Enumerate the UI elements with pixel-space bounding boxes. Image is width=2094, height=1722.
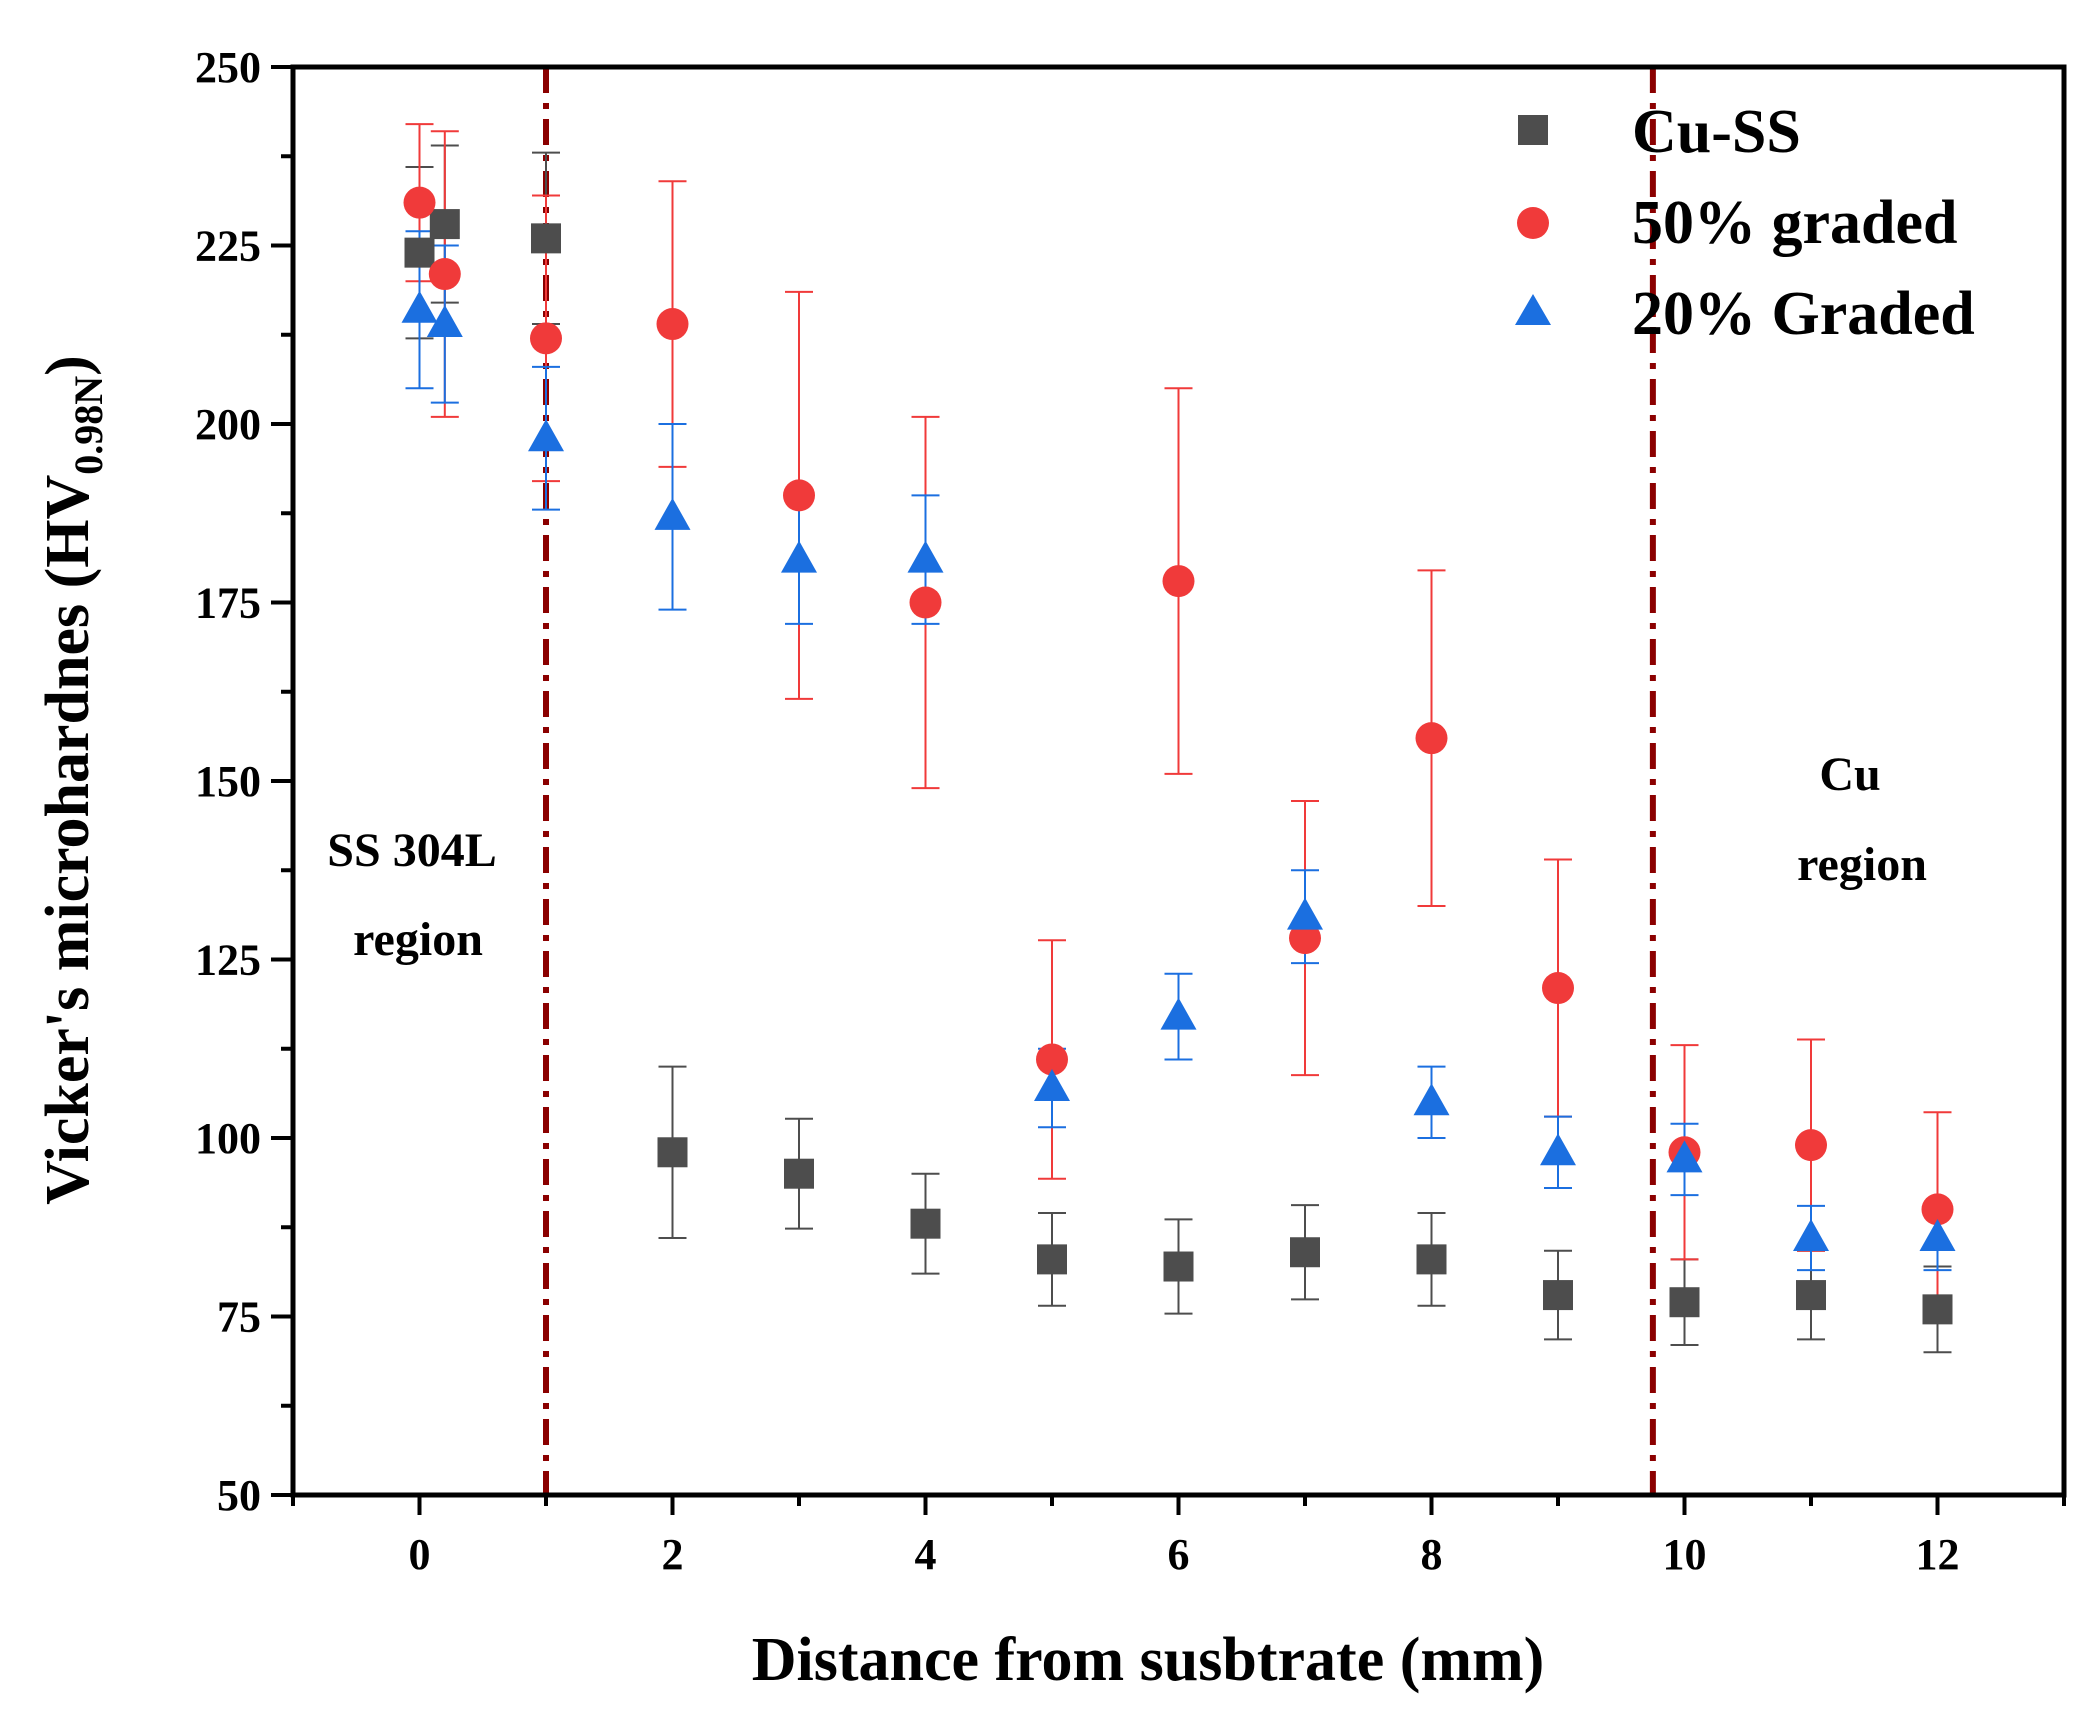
point-50-graded bbox=[1289, 922, 1321, 955]
point-20-graded bbox=[907, 540, 944, 573]
y-tick-label: 75 bbox=[217, 1293, 261, 1342]
y-axis-title-close: ) bbox=[34, 355, 102, 376]
point-20-graded bbox=[1666, 1140, 1703, 1173]
point-cu-ss bbox=[657, 1137, 688, 1168]
point-50-graded bbox=[1036, 1043, 1068, 1076]
x-tick-label: 4 bbox=[915, 1530, 937, 1579]
y-axis-title-main: Vicker's microhardnes (HV bbox=[34, 474, 102, 1204]
point-50-graded bbox=[1795, 1129, 1827, 1162]
point-cu-ss bbox=[1163, 1251, 1194, 1282]
y-axis-title-sub: 0.98N bbox=[66, 376, 111, 475]
region-right-line1: Cu bbox=[1819, 748, 1880, 801]
region-annotation-right: Cu region bbox=[1797, 748, 1927, 891]
point-cu-ss bbox=[1037, 1244, 1067, 1275]
point-20-graded bbox=[654, 497, 691, 530]
y-tick-label: 175 bbox=[195, 579, 261, 628]
point-20-graded bbox=[1034, 1069, 1070, 1102]
region-annotation-left: SS 304L region bbox=[327, 824, 496, 966]
legend-label-20-graded: 20% Graded bbox=[1632, 280, 1975, 348]
point-20-graded bbox=[528, 419, 564, 452]
x-axis-ticks: 0 2 4 6 8 10 12 bbox=[291, 1495, 2066, 1579]
y-tick-label: 150 bbox=[195, 757, 261, 806]
point-20-graded bbox=[401, 290, 438, 323]
x-tick-label: 12 bbox=[1916, 1530, 1960, 1579]
y-axis-ticks: 50 75 100 125 150 175 200 225 250 bbox=[195, 43, 293, 1520]
x-tick-label: 6 bbox=[1168, 1530, 1190, 1579]
x-tick-label: 0 bbox=[409, 1530, 431, 1579]
y-tick-label: 250 bbox=[195, 43, 261, 92]
point-cu-ss bbox=[1416, 1244, 1447, 1275]
point-cu-ss bbox=[784, 1158, 814, 1189]
point-50-graded bbox=[530, 322, 562, 355]
legend-marker-cu-ss bbox=[1518, 115, 1548, 145]
y-tick-label: 100 bbox=[195, 1114, 261, 1163]
x-axis-title: Distance from susbtrate (mm) bbox=[752, 1626, 1545, 1694]
point-20-graded bbox=[1793, 1218, 1829, 1251]
legend-marker-20-graded bbox=[1515, 294, 1551, 325]
legend-label-cu-ss: Cu-SS bbox=[1632, 98, 1801, 166]
region-left-line1: SS 304L bbox=[327, 824, 496, 877]
point-50-graded bbox=[1162, 565, 1195, 598]
point-cu-ss bbox=[1543, 1280, 1573, 1311]
point-20-graded bbox=[781, 540, 817, 573]
x-tick-label: 8 bbox=[1421, 1530, 1443, 1579]
legend: Cu-SS 50% graded 20% Graded bbox=[1515, 98, 1975, 348]
point-50-graded bbox=[783, 479, 815, 512]
data-markers bbox=[401, 186, 1956, 1325]
point-20-graded bbox=[1160, 997, 1197, 1030]
x-tick-label: 10 bbox=[1663, 1530, 1707, 1579]
point-cu-ss bbox=[1669, 1287, 1700, 1318]
point-cu-ss bbox=[429, 209, 460, 240]
point-50-graded bbox=[1415, 722, 1448, 755]
x-tick-label: 2 bbox=[662, 1530, 684, 1579]
region-left-line2: region bbox=[353, 913, 483, 966]
point-50-graded bbox=[1542, 972, 1574, 1005]
y-axis-title: Vicker's microhardnes (HV0.98N) bbox=[34, 355, 111, 1205]
point-cu-ss bbox=[531, 223, 561, 254]
boundary-lines bbox=[543, 67, 1656, 1495]
y-tick-label: 125 bbox=[195, 936, 261, 985]
region-right-line2: region bbox=[1797, 838, 1927, 891]
point-cu-ss bbox=[910, 1208, 941, 1239]
point-50-graded bbox=[1921, 1193, 1954, 1226]
point-cu-ss bbox=[404, 237, 435, 268]
legend-marker-50-graded bbox=[1517, 207, 1549, 239]
point-20-graded bbox=[426, 305, 463, 338]
point-cu-ss bbox=[1290, 1237, 1320, 1268]
point-50-graded bbox=[656, 308, 689, 341]
y-tick-label: 200 bbox=[195, 400, 261, 449]
point-50-graded bbox=[909, 586, 942, 619]
point-20-graded bbox=[1413, 1083, 1450, 1116]
y-tick-label: 225 bbox=[195, 222, 261, 271]
point-20-graded bbox=[1540, 1133, 1576, 1166]
point-cu-ss bbox=[1796, 1280, 1826, 1311]
legend-label-50-graded: 50% graded bbox=[1632, 189, 1958, 257]
point-20-graded bbox=[1919, 1218, 1956, 1251]
point-50-graded bbox=[428, 258, 461, 291]
point-20-graded bbox=[1287, 897, 1323, 930]
point-50-graded bbox=[403, 186, 436, 219]
y-tick-label: 50 bbox=[217, 1471, 261, 1520]
point-cu-ss bbox=[1922, 1294, 1953, 1325]
